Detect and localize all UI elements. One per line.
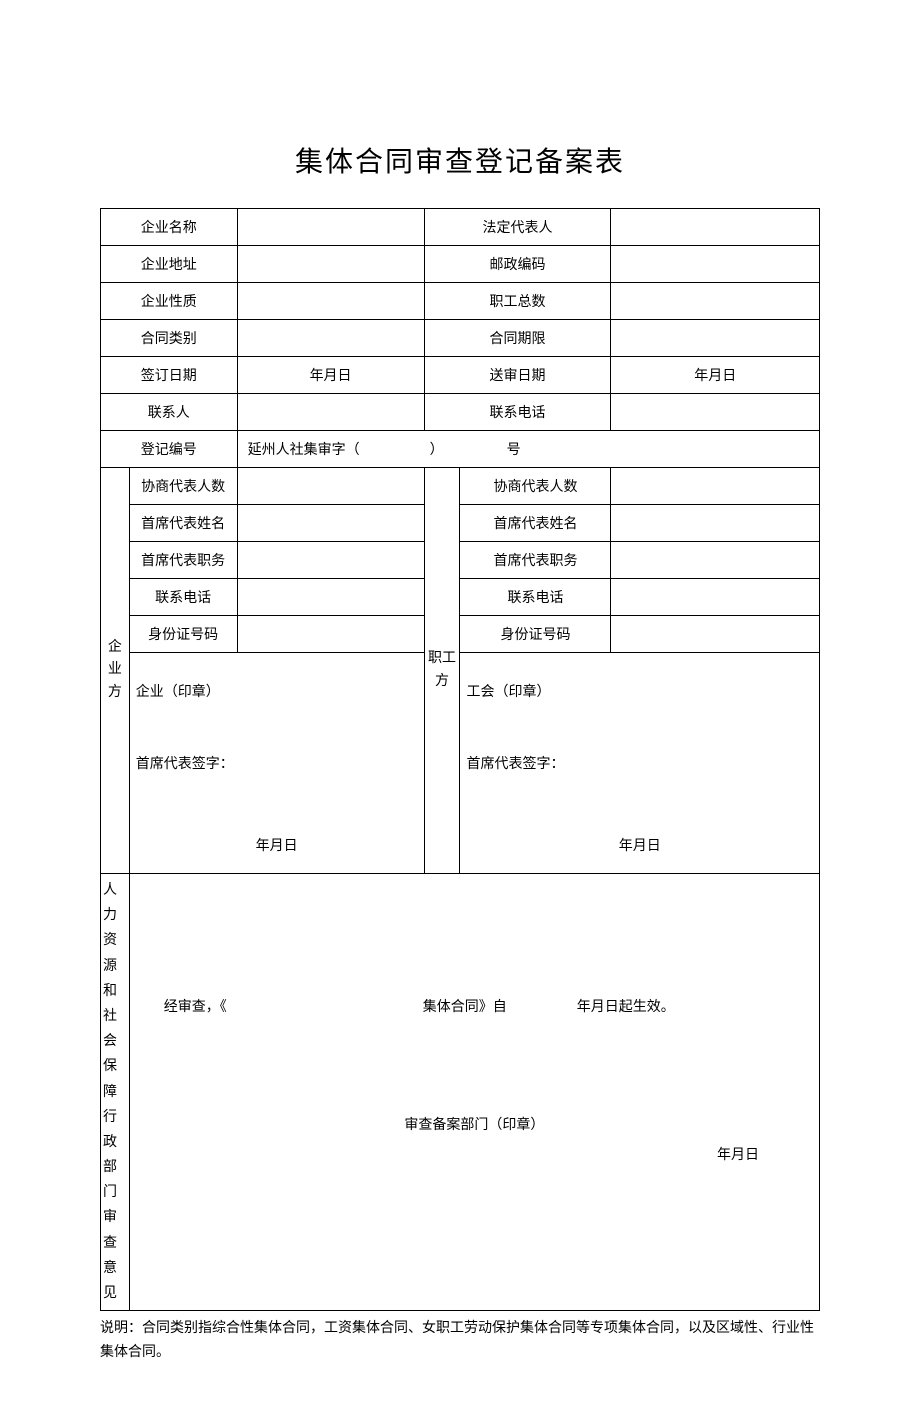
union-chief-sign-label: 首席代表签字： bbox=[466, 753, 564, 773]
label-sign-date: 签订日期 bbox=[101, 357, 237, 393]
label-enterprise-side: 企业方 bbox=[101, 633, 129, 708]
label-ent-chief-title: 首席代表职务 bbox=[130, 542, 237, 578]
label-contract-type: 合同类别 bbox=[101, 320, 237, 356]
label-company-name: 企业名称 bbox=[101, 209, 237, 245]
opinion-text: 经审查，《 集体合同》自 年月日起生效。 bbox=[136, 997, 813, 1019]
label-legal-rep: 法定代表人 bbox=[425, 209, 611, 245]
union-sign-date: 年月日 bbox=[460, 835, 819, 855]
value-wrk-phone bbox=[611, 579, 819, 615]
value-legal-rep bbox=[611, 209, 819, 245]
label-postcode: 邮政编码 bbox=[425, 246, 611, 282]
value-employee-count bbox=[611, 283, 819, 319]
table-row: 联系人 联系电话 bbox=[101, 394, 820, 431]
value-contract-type bbox=[238, 320, 424, 356]
table-row: 企业名称 法定代表人 bbox=[101, 209, 820, 246]
enterprise-signature-block: 企业（印章） 首席代表签字： 年月日 bbox=[130, 653, 424, 873]
label-ent-id: 身份证号码 bbox=[130, 616, 237, 652]
label-address: 企业地址 bbox=[101, 246, 237, 282]
opinion-date: 年月日 bbox=[717, 1145, 759, 1167]
label-wrk-id: 身份证号码 bbox=[460, 616, 610, 652]
table-row: 企业性质 职工总数 bbox=[101, 283, 820, 320]
label-submit-date: 送审日期 bbox=[425, 357, 611, 393]
label-nature: 企业性质 bbox=[101, 283, 237, 319]
label-wrk-chief-name: 首席代表姓名 bbox=[460, 505, 610, 541]
page-title: 集体合同审查登记备案表 bbox=[100, 140, 820, 180]
value-contact bbox=[238, 394, 424, 430]
value-nature bbox=[238, 283, 424, 319]
value-wrk-chief-title bbox=[611, 542, 819, 578]
value-wrk-chief-name bbox=[611, 505, 819, 541]
label-worker-side: 职工方 bbox=[425, 644, 460, 697]
value-ent-rep-count bbox=[238, 468, 424, 504]
table-row: 企业方 协商代表人数 职工方 协商代表人数 bbox=[101, 468, 820, 505]
union-signature-block: 工会（印章） 首席代表签字： 年月日 bbox=[460, 653, 819, 873]
value-submit-date: 年月日 bbox=[611, 357, 819, 393]
table-row: 企业（印章） 首席代表签字： 年月日 工会（印章） 首席代表签字： 年月日 bbox=[101, 653, 820, 874]
opinion-seal-label: 审查备案部门（印章） bbox=[130, 1115, 819, 1137]
value-wrk-rep-count bbox=[611, 468, 819, 504]
label-wrk-chief-title: 首席代表职务 bbox=[460, 542, 610, 578]
union-seal-label: 工会（印章） bbox=[466, 681, 550, 701]
table-row: 企业地址 邮政编码 bbox=[101, 246, 820, 283]
value-wrk-id bbox=[611, 616, 819, 652]
table-row: 合同类别 合同期限 bbox=[101, 320, 820, 357]
label-ent-rep-count: 协商代表人数 bbox=[130, 468, 237, 504]
label-reg-no: 登记编号 bbox=[101, 431, 237, 467]
value-contract-term bbox=[611, 320, 819, 356]
value-ent-phone bbox=[238, 579, 424, 615]
table-row: 首席代表姓名 首席代表姓名 bbox=[101, 505, 820, 542]
value-address bbox=[238, 246, 424, 282]
value-sign-date: 年月日 bbox=[238, 357, 424, 393]
label-authority-opinion: 人力资源和社会保障行政部门审查意见 bbox=[101, 874, 129, 1310]
registration-table: 企业名称 法定代表人 企业地址 邮政编码 企业性质 职工总数 合同类别 合同期限… bbox=[100, 208, 820, 1311]
enterprise-sign-date: 年月日 bbox=[130, 835, 424, 855]
table-row: 人力资源和社会保障行政部门审查意见 经审查，《 集体合同》自 年月日起生效。 审… bbox=[101, 874, 820, 1311]
value-ent-chief-name bbox=[238, 505, 424, 541]
value-ent-id bbox=[238, 616, 424, 652]
label-ent-chief-name: 首席代表姓名 bbox=[130, 505, 237, 541]
enterprise-chief-sign-label: 首席代表签字： bbox=[136, 753, 234, 773]
label-contract-term: 合同期限 bbox=[425, 320, 611, 356]
table-row: 登记编号 延州人社集审字（ ） 号 bbox=[101, 431, 820, 468]
value-company-name bbox=[238, 209, 424, 245]
label-contact: 联系人 bbox=[101, 394, 237, 430]
enterprise-seal-label: 企业（印章） bbox=[136, 681, 220, 701]
value-phone bbox=[611, 394, 819, 430]
footnote: 说明：合同类别指综合性集体合同，工资集体合同、女职工劳动保护集体合同等专项集体合… bbox=[100, 1317, 820, 1365]
table-row: 首席代表职务 首席代表职务 bbox=[101, 542, 820, 579]
label-employee-count: 职工总数 bbox=[425, 283, 611, 319]
value-reg-no: 延州人社集审字（ ） 号 bbox=[238, 431, 819, 467]
label-wrk-rep-count: 协商代表人数 bbox=[460, 468, 610, 504]
label-wrk-phone: 联系电话 bbox=[460, 579, 610, 615]
authority-opinion-block: 经审查，《 集体合同》自 年月日起生效。 审查备案部门（印章） 年月日 bbox=[130, 987, 819, 1197]
value-ent-chief-title bbox=[238, 542, 424, 578]
table-row: 身份证号码 身份证号码 bbox=[101, 616, 820, 653]
value-postcode bbox=[611, 246, 819, 282]
label-phone: 联系电话 bbox=[425, 394, 611, 430]
table-row: 联系电话 联系电话 bbox=[101, 579, 820, 616]
label-ent-phone: 联系电话 bbox=[130, 579, 237, 615]
table-row: 签订日期 年月日 送审日期 年月日 bbox=[101, 357, 820, 394]
